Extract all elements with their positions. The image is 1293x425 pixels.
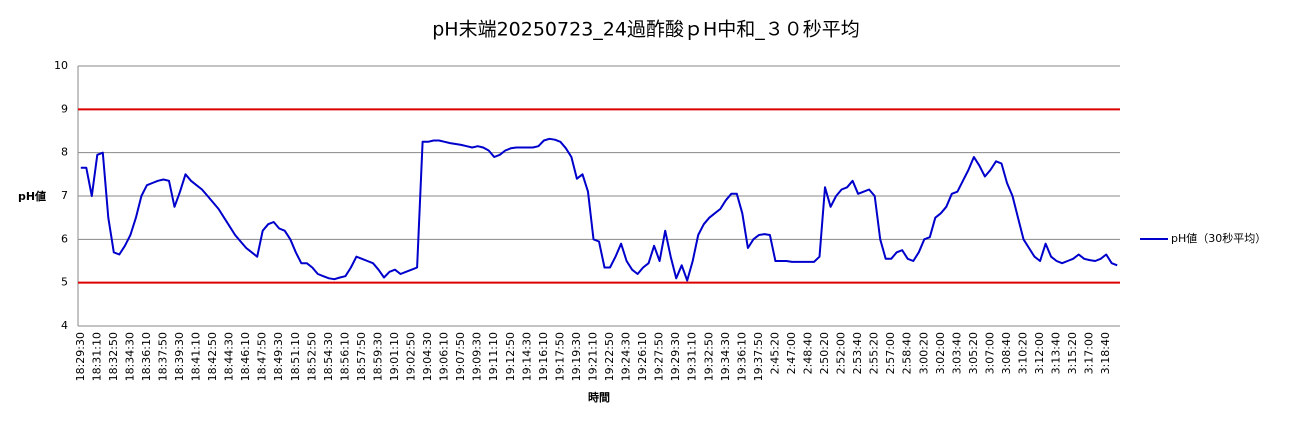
x-tick-label: 3:12:00 xyxy=(1033,332,1046,374)
x-tick-label: 2:48:40 xyxy=(802,332,815,374)
x-tick-label: 2:47:00 xyxy=(785,332,798,374)
x-tick-label: 19:04:30 xyxy=(421,332,434,381)
y-tick-label: 5 xyxy=(61,276,68,289)
x-tick-label: 3:03:40 xyxy=(950,332,963,374)
legend-label: pH値（30秒平均） xyxy=(1171,231,1266,245)
x-tick-label: 3:10:20 xyxy=(1017,332,1030,374)
x-tick-label: 18:47:50 xyxy=(256,332,269,381)
x-tick-label: 19:21:10 xyxy=(586,332,599,381)
x-tick-label: 19:36:10 xyxy=(735,332,748,381)
x-tick-label: 19:29:30 xyxy=(669,332,682,381)
x-tick-label: 19:02:50 xyxy=(405,332,418,381)
x-tick-label: 19:16:10 xyxy=(537,332,550,381)
x-tick-label: 3:00:20 xyxy=(917,332,930,374)
x-tick-label: 18:51:10 xyxy=(289,332,302,381)
x-tick-label: 2:58:40 xyxy=(901,332,914,374)
x-tick-label: 2:50:20 xyxy=(818,332,831,374)
x-tick-label: 18:29:30 xyxy=(74,332,87,381)
x-tick-label: 19:11:10 xyxy=(487,332,500,381)
x-tick-label: 19:09:30 xyxy=(471,332,484,381)
x-tick-label: 18:54:30 xyxy=(322,332,335,381)
x-tick-label: 19:32:50 xyxy=(702,332,715,381)
x-tick-label: 19:17:50 xyxy=(553,332,566,381)
x-axis-label: 時間 xyxy=(588,390,610,404)
x-tick-label: 18:52:50 xyxy=(305,332,318,381)
x-tick-label: 18:59:30 xyxy=(371,332,384,381)
x-tick-label: 18:44:30 xyxy=(223,332,236,381)
x-tick-label: 2:57:00 xyxy=(884,332,897,374)
x-tick-label: 3:02:00 xyxy=(934,332,947,374)
x-tick-label: 2:53:40 xyxy=(851,332,864,374)
data-line xyxy=(80,137,1118,282)
x-tick-label: 18:34:30 xyxy=(123,332,136,381)
y-tick-label: 6 xyxy=(61,232,68,245)
x-tick-label: 19:22:50 xyxy=(603,332,616,381)
x-tick-label: 19:31:10 xyxy=(686,332,699,381)
x-tick-label: 2:45:20 xyxy=(768,332,781,374)
y-tick-label: 8 xyxy=(61,146,68,159)
y-tick-label: 7 xyxy=(61,189,68,202)
x-tick-label: 18:42:50 xyxy=(206,332,219,381)
y-tick-label: 4 xyxy=(61,319,68,332)
chart-title: pH末端20250723_24過酢酸ｐH中和_３０秒平均 xyxy=(432,19,860,41)
x-tick-label: 3:18:40 xyxy=(1099,332,1112,374)
x-tick-label: 19:01:10 xyxy=(388,332,401,381)
x-tick-label: 18:46:10 xyxy=(239,332,252,381)
x-tick-label: 19:12:50 xyxy=(504,332,517,381)
x-tick-label: 3:13:40 xyxy=(1050,332,1063,374)
y-axis-label: pH値 xyxy=(18,189,46,203)
x-tick-label: 18:56:10 xyxy=(338,332,351,381)
x-tick-label: 19:19:30 xyxy=(570,332,583,381)
x-tick-label: 19:27:50 xyxy=(653,332,666,381)
x-tick-label: 3:08:40 xyxy=(1000,332,1013,374)
x-tick-label: 19:14:30 xyxy=(520,332,533,381)
x-tick-label: 18:49:30 xyxy=(272,332,285,381)
x-tick-label: 2:55:20 xyxy=(868,332,881,374)
x-tick-label: 18:39:30 xyxy=(173,332,186,381)
x-tick-label: 3:05:20 xyxy=(967,332,980,374)
x-tick-label: 18:32:50 xyxy=(107,332,120,381)
x-tick-label: 19:26:10 xyxy=(636,332,649,381)
x-tick-label: 19:37:50 xyxy=(752,332,765,381)
x-tick-label: 19:06:10 xyxy=(438,332,451,381)
y-tick-label: 10 xyxy=(54,59,68,72)
x-tick-label: 19:24:30 xyxy=(620,332,633,381)
x-tick-label: 18:41:10 xyxy=(190,332,203,381)
x-tick-label: 3:17:00 xyxy=(1083,332,1096,374)
x-tick-label: 19:34:30 xyxy=(719,332,732,381)
x-tick-label: 18:36:10 xyxy=(140,332,153,381)
x-tick-label: 18:37:50 xyxy=(156,332,169,381)
x-tick-label: 3:07:00 xyxy=(983,332,996,374)
x-tick-label: 3:15:20 xyxy=(1066,332,1079,374)
x-tick-label: 18:31:10 xyxy=(90,332,103,381)
x-tick-label: 18:57:50 xyxy=(355,332,368,381)
y-tick-label: 9 xyxy=(61,102,68,115)
x-tick-label: 19:07:50 xyxy=(454,332,467,381)
x-tick-label: 2:52:00 xyxy=(835,332,848,374)
